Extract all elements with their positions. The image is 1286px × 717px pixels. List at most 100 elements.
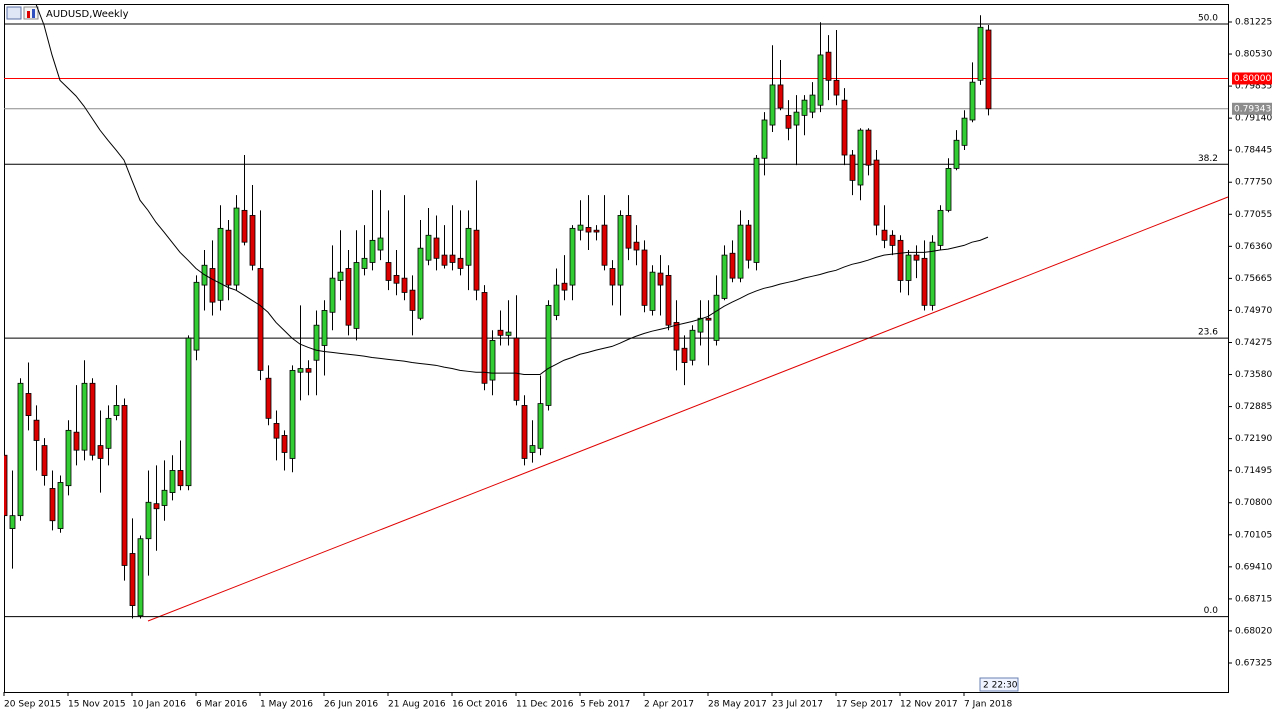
- moving-average: [35, 4, 989, 376]
- candle-body: [689, 329, 696, 361]
- candle-body: [865, 129, 872, 166]
- x-tick-label: 2 Apr 2017: [644, 700, 694, 710]
- candle-body: [73, 431, 80, 451]
- candle-body: [969, 81, 976, 121]
- candle-body: [4, 454, 8, 517]
- candle-body: [41, 445, 48, 476]
- candle-body: [393, 274, 400, 284]
- candle-body: [857, 129, 864, 186]
- x-tick-label: 7 Jan 2018: [964, 700, 1012, 710]
- candle-body: [753, 157, 760, 263]
- x-tick-label: 23 Jul 2017: [772, 700, 823, 710]
- candle-body: [9, 515, 16, 529]
- candle-body: [921, 257, 928, 306]
- candle-body: [401, 277, 408, 293]
- candle-body: [321, 310, 328, 346]
- chart-icon: [6, 6, 39, 20]
- candle-body: [209, 268, 216, 303]
- x-tick-label: 6 Mar 2016: [196, 700, 248, 710]
- candle-body: [193, 281, 200, 351]
- candle-body: [281, 435, 288, 453]
- candle-body: [977, 26, 984, 81]
- candle-body: [105, 417, 112, 449]
- candle-body: [673, 322, 680, 351]
- price-label-box: [1232, 102, 1272, 115]
- candle-body: [169, 470, 176, 493]
- level-label: 50.0: [1198, 14, 1218, 24]
- candle-body: [497, 329, 504, 336]
- y-tick-label: 0.67325: [1235, 658, 1272, 668]
- candle-body: [881, 229, 888, 241]
- candle-body: [337, 271, 344, 281]
- plot-area: [4, 4, 1228, 619]
- x-tick-label: 28 May 2017: [708, 700, 767, 710]
- x-tick-label: 12 Nov 2017: [900, 700, 958, 710]
- x-tick-label: 21 Aug 2016: [388, 700, 446, 710]
- candle-body: [377, 237, 384, 251]
- candle-body: [369, 239, 376, 263]
- y-tick-label: 0.70105: [1235, 530, 1272, 540]
- x-tick-label: 11 Dec 2016: [516, 700, 574, 710]
- candle-body: [289, 369, 296, 459]
- y-tick-label: 0.79835: [1235, 82, 1272, 92]
- candle-body: [161, 489, 168, 506]
- candle-body: [577, 224, 584, 231]
- candle-body: [785, 114, 792, 129]
- x-tick-label: 16 Oct 2016: [452, 700, 508, 710]
- candle-body: [937, 209, 944, 246]
- candle-body: [425, 234, 432, 261]
- candle-body: [521, 405, 528, 459]
- x-tick-label: 15 Nov 2015: [68, 700, 126, 710]
- candle-body: [961, 117, 968, 146]
- candle-body: [569, 227, 576, 286]
- x-tick-label: 5 Feb 2017: [580, 700, 630, 710]
- candle-body: [561, 282, 568, 291]
- candle-body: [473, 229, 480, 291]
- candle-body: [769, 84, 776, 126]
- y-tick-label: 0.70800: [1235, 498, 1272, 508]
- candle-body: [625, 215, 632, 249]
- candle-body: [257, 268, 264, 371]
- y-tick-label: 0.77055: [1235, 210, 1272, 220]
- candle-body: [945, 168, 952, 211]
- price-label: 0.80000: [1234, 74, 1271, 84]
- candle-body: [25, 393, 32, 416]
- candle-body: [825, 51, 832, 81]
- candle-body: [361, 257, 368, 269]
- candle-body: [121, 405, 128, 566]
- candle-body: [489, 340, 496, 381]
- candle-body: [609, 268, 616, 286]
- candle-body: [417, 247, 424, 319]
- candle-body: [441, 254, 448, 266]
- candle-body: [721, 254, 728, 299]
- y-tick-label: 0.71495: [1235, 466, 1272, 476]
- candle-body: [145, 501, 152, 540]
- candle-body: [841, 99, 848, 156]
- y-tick-label: 0.75665: [1235, 274, 1272, 284]
- candle-body: [665, 274, 672, 326]
- candle-body: [697, 317, 704, 333]
- timer: 2 22:30: [979, 677, 1019, 692]
- candle-body: [113, 405, 120, 416]
- candle-body: [57, 482, 64, 529]
- candle-body: [33, 419, 40, 441]
- candle-body: [777, 84, 784, 109]
- y-tick-label: 0.69410: [1235, 562, 1272, 572]
- candle-body: [817, 54, 824, 106]
- x-tick-label: 17 Sep 2017: [836, 700, 893, 710]
- candle-body: [585, 227, 592, 233]
- candle-body: [617, 215, 624, 286]
- candle-body: [249, 215, 256, 266]
- candle-body: [761, 119, 768, 159]
- candle-body: [985, 29, 992, 110]
- y-tick-label: 0.74970: [1235, 306, 1272, 316]
- candle-body: [353, 262, 360, 329]
- y-tick-label: 0.68020: [1235, 626, 1272, 636]
- candle-body: [801, 99, 808, 116]
- candle-body: [529, 445, 536, 453]
- candle-body: [873, 159, 880, 226]
- candle-body: [793, 111, 800, 126]
- y-tick-label: 0.72190: [1235, 434, 1272, 444]
